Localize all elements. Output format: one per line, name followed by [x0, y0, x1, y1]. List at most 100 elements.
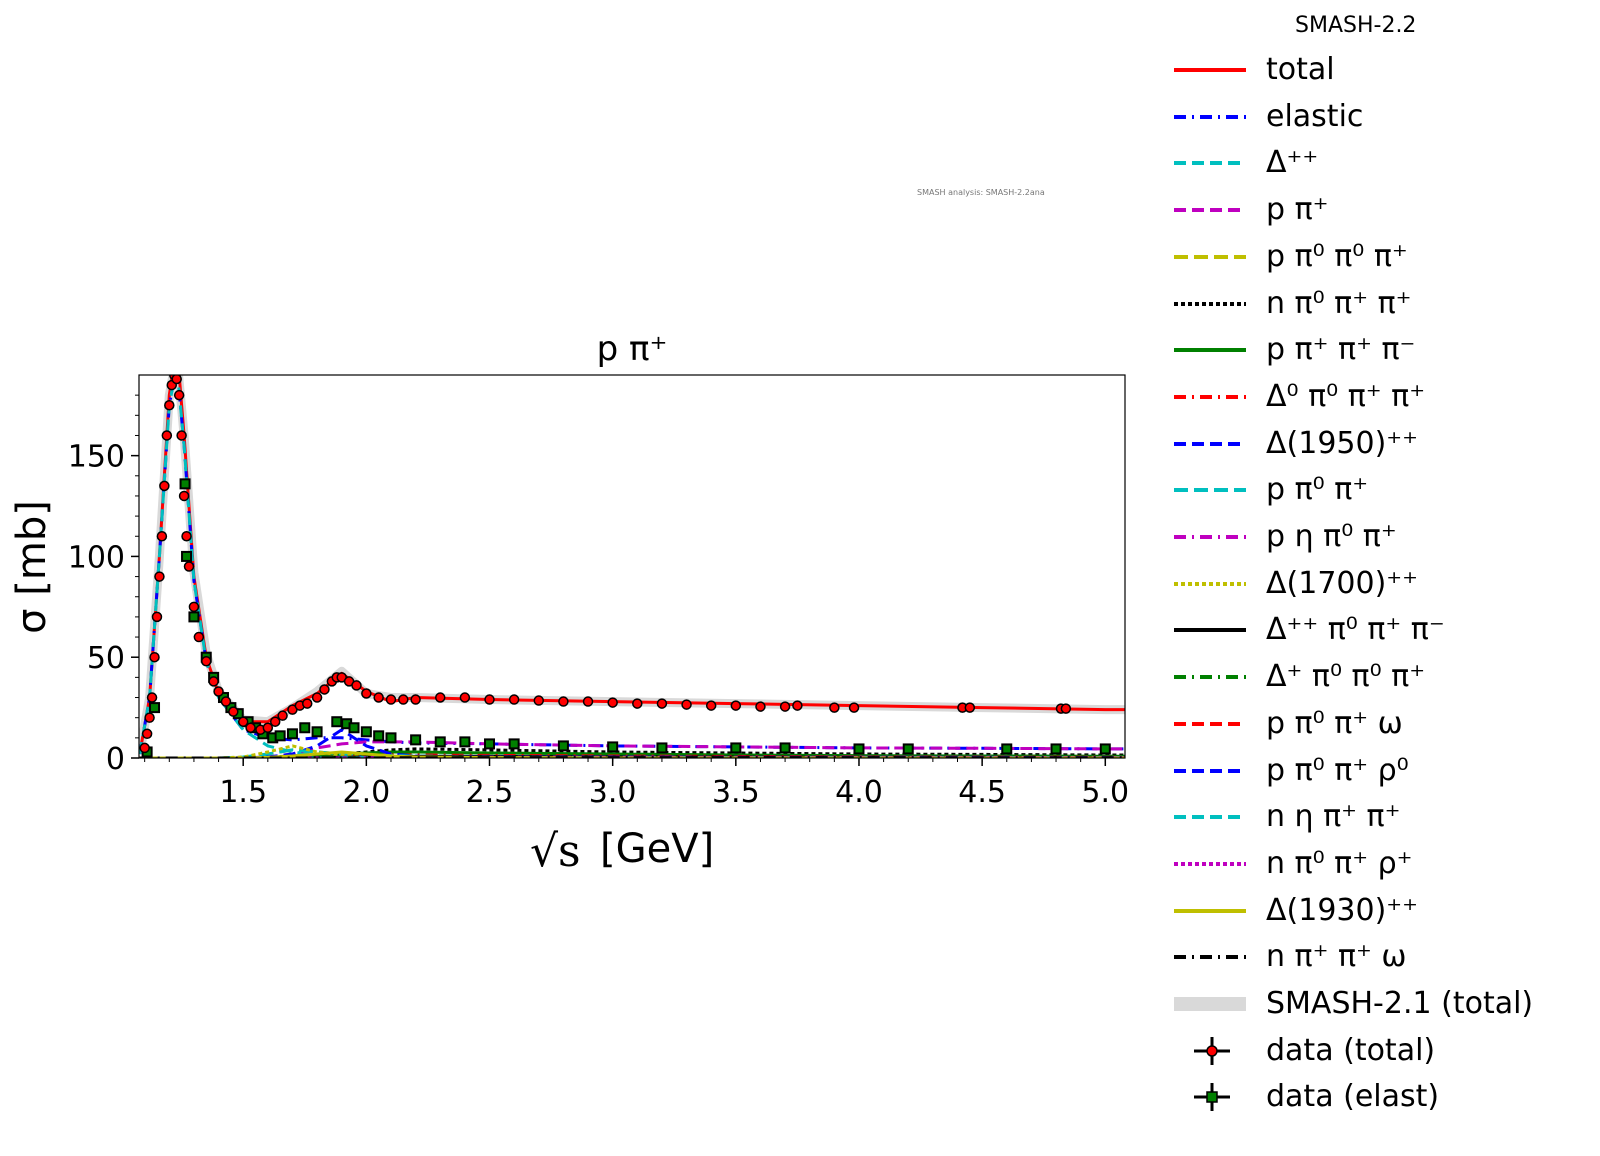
data-total-point [237, 716, 249, 727]
data-total-point [558, 696, 569, 707]
x-tick-label: 1.5 [219, 775, 267, 810]
legend-entry: Δ(1950)⁺⁺ [1170, 424, 1590, 464]
legend-label: p π⁺ π⁺ π⁻ [1266, 332, 1416, 368]
legend-entry: p π⁰ π⁺ ρ⁰ [1170, 751, 1590, 791]
legend-swatch [1174, 348, 1246, 353]
x-tick-label: 3.0 [589, 775, 637, 810]
x-axis-symbol: √s [530, 826, 581, 877]
legend-entry: p π⁰ π⁺ [1170, 470, 1590, 510]
data-total-point [1060, 703, 1072, 714]
series-line-1 [139, 375, 1125, 755]
data-total-point [161, 430, 173, 441]
analysis-watermark: SMASH analysis: SMASH-2.2ana [917, 188, 1045, 197]
data-elastic-point [385, 732, 397, 744]
data-elastic-point [311, 726, 323, 738]
data-elastic-point [557, 740, 569, 752]
series-line-19 [139, 750, 1125, 758]
legend-entry: n π⁰ π⁺ π⁺ [1170, 284, 1590, 324]
legend-entry: n η π⁺ π⁺ [1170, 797, 1590, 837]
legend-swatch [1174, 861, 1246, 866]
y-tick-label: 50 [87, 641, 125, 676]
data-elastic-point [607, 741, 619, 753]
data-total-point [139, 742, 150, 754]
y-tick-label: 0 [106, 742, 125, 777]
legend-label: n π⁺ π⁺ ω [1266, 939, 1407, 975]
data-total-point [156, 531, 168, 542]
data-total-point [159, 480, 170, 492]
data-total-point [681, 699, 692, 710]
legend-swatch [1194, 1036, 1230, 1065]
legend-label: data (total) [1266, 1032, 1436, 1068]
data-total-point [176, 430, 187, 441]
plot-area [139, 375, 1125, 758]
data-elastic-point [286, 728, 298, 740]
data-total-point [146, 692, 158, 703]
legend-label: Δ⁺⁺ π⁰ π⁺ π⁻ [1266, 612, 1445, 648]
data-elastic-point [1099, 743, 1111, 755]
data-total-point [459, 692, 471, 703]
legend-entry: Δ(1930)⁺⁺ [1170, 891, 1590, 931]
legend-swatch [1174, 628, 1246, 633]
data-total-point [213, 686, 224, 697]
data-elastic-point [373, 730, 385, 742]
legend-label: p π⁰ π⁺ ω [1266, 705, 1403, 741]
data-total-point [173, 389, 185, 401]
data-total-point [533, 695, 545, 706]
data-total-point [228, 706, 239, 717]
data-elastic-point [434, 736, 446, 748]
legend-label: Δ(1700)⁺⁺ [1266, 565, 1418, 601]
legend-swatch [1174, 114, 1246, 119]
data-total-point [164, 399, 175, 411]
legend-label: n π⁰ π⁺ π⁺ [1266, 285, 1412, 321]
data-elastic-point [299, 722, 311, 734]
data-total-point [277, 710, 288, 721]
legend-entry: Δ⁺⁺ [1170, 143, 1590, 183]
data-total-point [208, 676, 219, 687]
legend-swatch [1174, 394, 1246, 399]
legend-label: Δ(1930)⁺⁺ [1266, 892, 1418, 928]
legend-label: n η π⁺ π⁺ [1266, 799, 1401, 835]
legend-label: Δ⁺⁺ [1266, 145, 1319, 181]
legend-swatch [1174, 441, 1246, 446]
legend-label: data (elast) [1266, 1079, 1440, 1115]
legend-swatch [1194, 1083, 1230, 1112]
data-elastic-point [730, 742, 742, 754]
data-elastic-point [348, 722, 360, 734]
data-total-point [262, 722, 274, 734]
data-elastic-point [1001, 743, 1013, 755]
data-total-point [171, 375, 182, 385]
data-elastic-point [188, 611, 200, 623]
data-total-point [319, 684, 330, 695]
data-total-point [311, 692, 323, 703]
legend-label: Δ⁺ π⁰ π⁰ π⁺ [1266, 659, 1426, 695]
data-total-point [151, 611, 163, 623]
legend-entry: Δ⁺⁺ π⁰ π⁺ π⁻ [1170, 610, 1590, 650]
legend-entry: p π⁰ π⁰ π⁺ [1170, 237, 1590, 277]
legend-title: SMASH-2.2 [1295, 13, 1417, 38]
x-tick-label: 4.5 [958, 775, 1006, 810]
legend-entry: p π⁺ π⁺ π⁻ [1170, 330, 1590, 370]
legend-swatch [1174, 208, 1246, 213]
series-line-10 [139, 748, 1125, 758]
data-total-point [144, 712, 155, 723]
data-total-point [178, 490, 190, 502]
data-total-point [484, 694, 495, 705]
legend-swatch [1174, 581, 1246, 586]
x-tick-label: 3.5 [712, 775, 760, 810]
data-total-point [848, 702, 860, 713]
data-elastic-point [149, 702, 161, 714]
data-total-point [755, 701, 766, 712]
legend-entry: p η π⁰ π⁺ [1170, 517, 1590, 557]
legend-entry: data (total) [1170, 1031, 1590, 1071]
x-tick-label: 2.5 [466, 775, 514, 810]
legend-swatch [1174, 721, 1246, 726]
legend-label: p η π⁰ π⁺ [1266, 519, 1397, 554]
data-total-point [188, 601, 200, 613]
data-elastic-point [853, 743, 865, 755]
legend-swatch [1174, 768, 1246, 773]
legend-entry: total [1170, 50, 1590, 90]
data-elastic-point [1050, 743, 1062, 755]
data-total-point [607, 697, 618, 708]
data-total-point [193, 631, 205, 643]
